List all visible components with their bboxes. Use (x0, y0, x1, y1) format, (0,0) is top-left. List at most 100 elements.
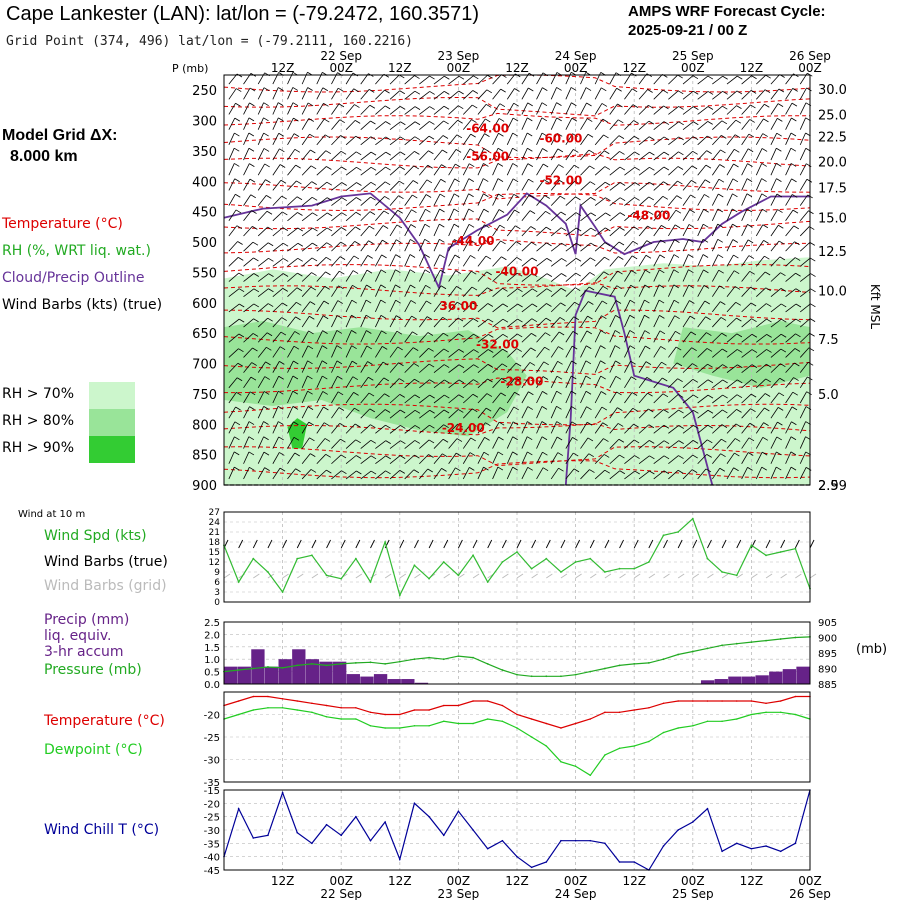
wind-barb (506, 73, 516, 85)
wind-barb-flag (424, 254, 430, 258)
wind-barb-flag (293, 133, 300, 137)
dewpoint-point (413, 724, 416, 727)
wind-barb-flag (617, 407, 623, 411)
wind-barb (433, 208, 440, 221)
wind-barb (726, 349, 738, 358)
wind-barb-flag (706, 454, 712, 458)
bottom-time-label: 00Z (798, 874, 822, 888)
wind-barb-flag (457, 423, 463, 428)
wind-barb-flag (352, 376, 359, 381)
wind-barb-flag (632, 240, 639, 245)
wind-barb-flag (427, 332, 434, 336)
wind-barb (287, 149, 296, 161)
wind-barb (755, 437, 764, 449)
wind-chill-point (457, 810, 460, 813)
wind-barb (375, 239, 383, 252)
wind-barb (345, 166, 357, 176)
grid-wind-barb (721, 573, 729, 579)
wind-barb (682, 209, 691, 221)
wind-barb (726, 178, 734, 191)
wind-barb (477, 422, 486, 434)
wind-barb (609, 151, 620, 161)
wind-barb (492, 256, 502, 267)
wind-barb-flag (370, 136, 377, 141)
wind-barb-flag (674, 224, 681, 229)
wind-barb (799, 87, 807, 100)
wind-barb (668, 121, 679, 130)
wind-barb (711, 208, 719, 221)
wind-barb (506, 362, 517, 373)
top-time-label: 12Z (740, 61, 764, 75)
wind-barb-flag (648, 181, 655, 186)
wind-barb (726, 333, 738, 343)
wind-barb (316, 134, 326, 146)
wind-barb (462, 239, 471, 252)
wind-barb-flag (414, 409, 421, 414)
wind-barb (492, 392, 502, 404)
wind-barb-flag (385, 151, 391, 156)
wind-barb (741, 148, 749, 161)
wind-barb-flag (692, 150, 698, 155)
wind-barb-flag (544, 195, 550, 199)
wind-barb (272, 331, 282, 343)
grid-wind-barb (692, 573, 700, 579)
wind-barb-flag (557, 360, 563, 365)
legend-wind-barbs-grid: Wind Barbs (grid) (44, 578, 167, 594)
grid-wind-barb (546, 573, 553, 579)
grid-wind-barb (472, 573, 480, 579)
wind-barb-flag (442, 149, 448, 154)
wind-barb-flag (615, 360, 621, 365)
wind-barb-flag (307, 406, 314, 410)
wind-barb (228, 257, 239, 267)
wind-barb-flag (794, 241, 800, 246)
wind-barb-flag (502, 318, 509, 323)
wind-barb-flag (235, 406, 241, 411)
wind-speed-point (516, 551, 518, 553)
wind-barb-flag (340, 150, 347, 155)
temperature-point (442, 704, 445, 707)
wind-barb (345, 104, 355, 115)
wind-barb-flag (410, 300, 417, 304)
wind-barb-flag (587, 133, 594, 138)
height-tick-label: 7.5 (818, 333, 839, 348)
wind-barb (257, 332, 268, 343)
wind-barb-flag (454, 178, 460, 183)
wind-barb-flag (472, 318, 479, 322)
wind-barb (697, 379, 709, 389)
wind-barb (668, 195, 678, 206)
wind-barb (462, 286, 473, 297)
precip-panel-frame (223, 621, 811, 685)
wind-barb-flag (678, 136, 684, 141)
wind-barb (653, 225, 662, 237)
wind-barb-flag (515, 241, 522, 245)
wind-barb-flag (355, 211, 362, 216)
pressure-point (369, 661, 372, 664)
wind-barb (668, 394, 679, 404)
wind-barb-flag (692, 75, 699, 80)
wind-barb-flag (557, 452, 563, 456)
wind-barb (331, 241, 342, 252)
wind-barb-flag (559, 317, 566, 321)
wind-barb (389, 224, 398, 237)
wind-barb-flag (629, 314, 635, 319)
wind-barb-flag (281, 317, 287, 321)
wind-speed-point (721, 571, 723, 573)
wind-barb-flag (515, 377, 521, 382)
wind-barb (609, 166, 621, 176)
wind-barb-flag (530, 226, 536, 230)
wind-barb (375, 254, 382, 267)
wind-barb (316, 391, 324, 404)
wind-barb-flag (619, 151, 625, 155)
wind-barb-flag (453, 193, 460, 198)
wind-speed-point (296, 557, 299, 560)
wind-barb (682, 239, 689, 252)
wind-barb-flag (542, 391, 548, 395)
wind-barb-flag (528, 178, 534, 183)
wind-barb-flag (720, 301, 726, 305)
wind-barb-flag (337, 391, 344, 396)
temperature-contour-label: -60.00 (539, 131, 582, 145)
precip-bar (292, 649, 306, 684)
wind-barb (301, 149, 311, 161)
wind-barb-flag (529, 362, 536, 366)
wind-barb-flag (296, 180, 302, 185)
